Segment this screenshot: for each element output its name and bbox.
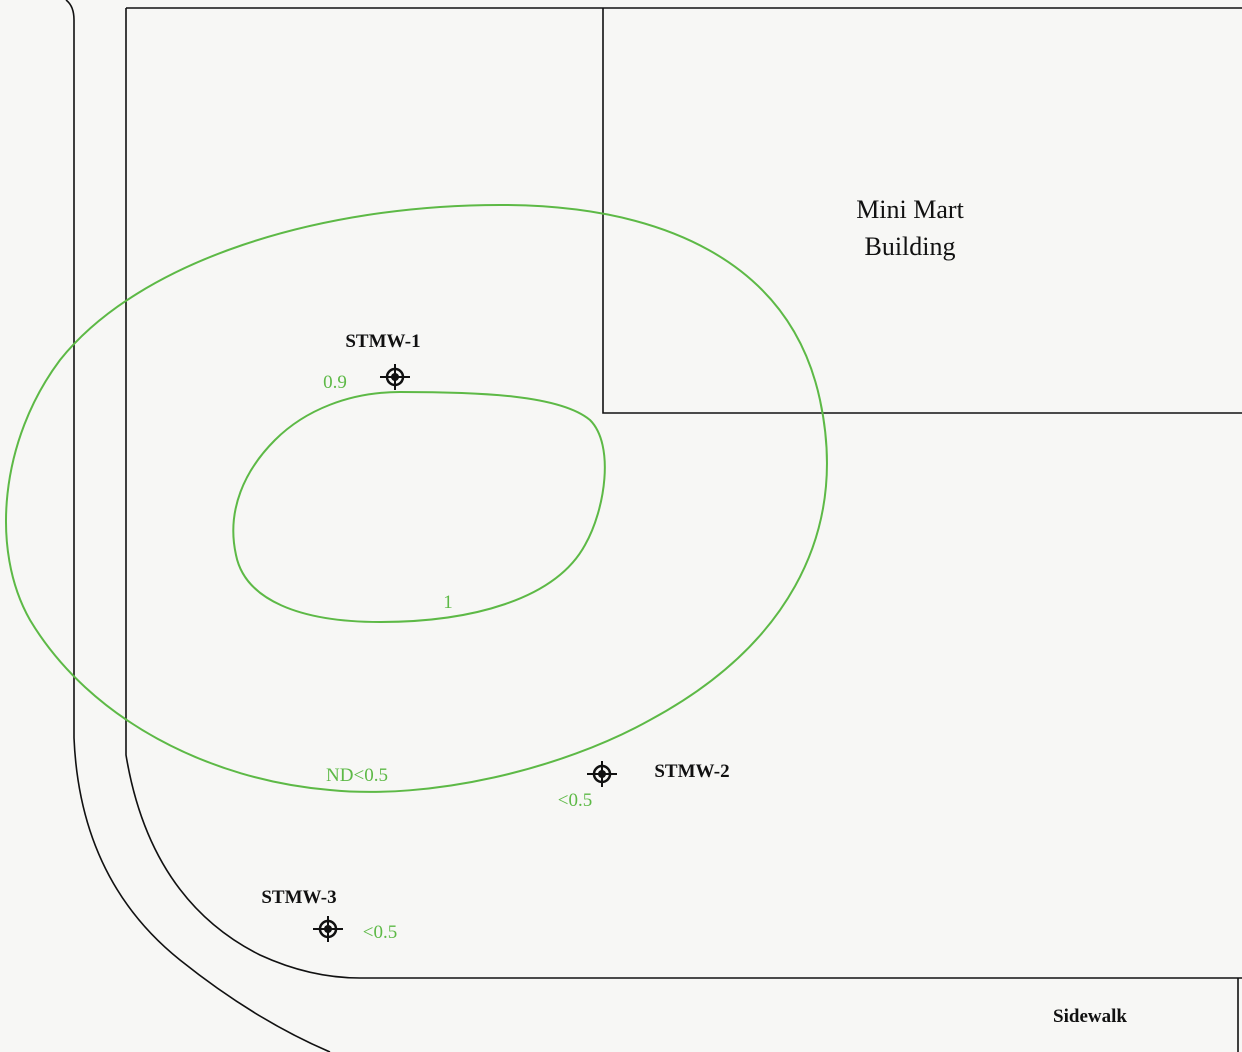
- monitoring-well-crosshair-icon: [380, 364, 410, 390]
- monitoring-well-crosshair-icon: [313, 916, 343, 942]
- well-stmw-1[interactable]: STMW-1 0.9: [323, 331, 421, 393]
- building-label-line2: Building: [864, 232, 955, 261]
- monitoring-well-crosshair-icon: [587, 761, 617, 787]
- well-value-stmw-2: <0.5: [558, 790, 592, 811]
- sidewalk-label: Sidewalk: [1053, 1006, 1127, 1027]
- well-label-stmw-3: STMW-3: [261, 887, 336, 908]
- lot-boundary-line: [125, 7, 1242, 979]
- building-label-line1: Mini Mart: [856, 195, 964, 224]
- contour-lines: [5, 203, 828, 793]
- contour-label-nd: ND<0.5: [326, 765, 388, 786]
- contour-nd-0.5: [5, 203, 828, 793]
- contour-label-1: 1: [443, 592, 453, 613]
- outer-curb-line: [65, 0, 331, 1052]
- well-label-stmw-1: STMW-1: [345, 331, 420, 352]
- well-value-stmw-1: 0.9: [323, 372, 347, 393]
- well-stmw-2[interactable]: STMW-2 <0.5: [558, 761, 730, 811]
- contour-1: [232, 390, 606, 624]
- site-linework: [65, 0, 1242, 1052]
- well-stmw-3[interactable]: STMW-3 <0.5: [261, 887, 397, 943]
- well-value-stmw-3: <0.5: [363, 922, 397, 943]
- building-outline: [602, 8, 1242, 414]
- well-label-stmw-2: STMW-2: [654, 761, 729, 782]
